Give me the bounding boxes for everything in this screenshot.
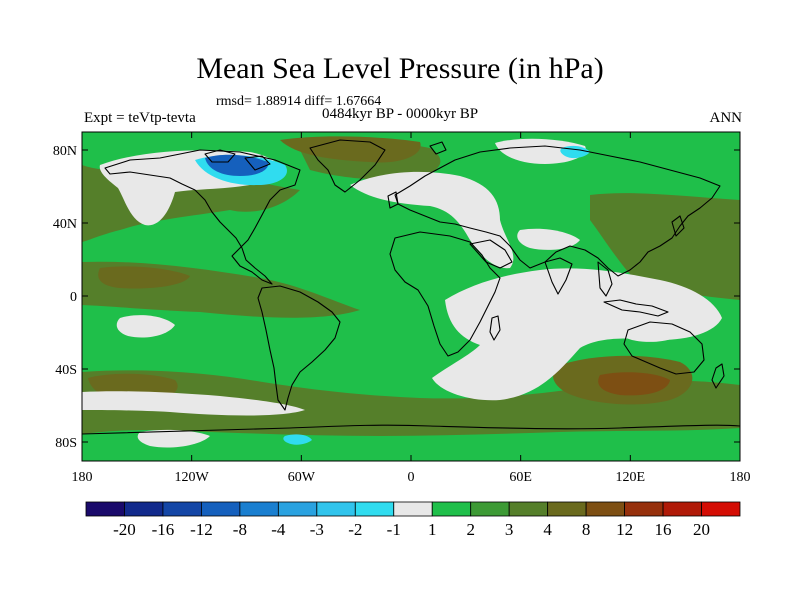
y-tick-label: 40S — [55, 363, 77, 378]
coastline-antarctica — [82, 424, 740, 435]
rmsd-diff-stats: rmsd= 1.88914 diff= 1.67664 — [216, 94, 382, 109]
period-label: 0484kyr BP - 0000kyr BP — [322, 106, 479, 122]
y-tick-label: 0 — [70, 290, 77, 305]
field-region-light — [82, 391, 305, 416]
field-cell-blue — [205, 154, 269, 176]
colorbar-label: 1 — [428, 520, 437, 539]
field-region-light — [517, 228, 580, 250]
x-tick-label: 60W — [288, 470, 316, 485]
coastline-new-zealand — [711, 363, 725, 389]
colorbar-swatch — [624, 501, 664, 517]
y-tick-label: 40N — [53, 217, 77, 232]
coastline-greenland — [309, 139, 386, 193]
field-region-light — [350, 171, 514, 269]
coastline-arabia — [469, 239, 513, 269]
colorbar-swatch — [239, 501, 279, 517]
colorbar-swatch — [431, 501, 472, 517]
y-tick-label: 80S — [55, 436, 77, 451]
coastline-eurasia — [394, 145, 721, 277]
x-tick-label: 180 — [730, 470, 751, 485]
coastline-uk — [387, 191, 399, 209]
coastlines — [82, 139, 740, 435]
field-cell-brown — [280, 136, 421, 163]
coastline-africa — [389, 231, 501, 357]
colorbar-label: 4 — [543, 520, 552, 539]
coastline-southeast-asia — [597, 261, 613, 297]
experiment-label: Expt = teVtp-tevta — [84, 110, 196, 126]
colorbar-swatch — [547, 501, 587, 517]
x-tick-label: 0 — [408, 470, 415, 485]
field-cell-brown — [98, 266, 190, 289]
colorbar-swatch — [470, 501, 510, 517]
map-field — [82, 132, 740, 461]
colorbar-label: -16 — [152, 520, 175, 539]
colorbar-swatch — [354, 501, 395, 517]
field-band-olive — [590, 193, 740, 300]
x-axis: 180 120W 60W 0 60E 120E 180 — [72, 132, 751, 485]
x-tick-label: 120E — [616, 470, 646, 485]
coastline-indonesia — [603, 299, 669, 317]
colorbar-label: 20 — [693, 520, 710, 539]
map-title: Mean Sea Level Pressure (in hPa) — [196, 52, 604, 85]
field-region-light — [495, 138, 586, 164]
colorbar-label: 8 — [582, 520, 591, 539]
coastline-arctic-islands — [204, 149, 236, 163]
coastline-madagascar — [489, 315, 501, 341]
colorbar-swatch — [277, 501, 318, 517]
field-cell-brown — [598, 372, 670, 396]
coastline-australia — [623, 321, 705, 375]
colorbar-label: 12 — [616, 520, 633, 539]
coastline-japan — [671, 215, 685, 237]
field-band-olive — [82, 370, 740, 436]
colorbar-swatch — [508, 501, 549, 517]
colorbar-swatch — [701, 501, 741, 517]
colorbar-swatch — [85, 501, 125, 517]
field-region-light — [137, 429, 210, 448]
colorbar-swatch — [585, 501, 625, 517]
colorbar-label: -4 — [271, 520, 286, 539]
coastline-india — [544, 257, 573, 295]
colorbar-label: -1 — [387, 520, 401, 539]
colorbar-swatch — [201, 501, 241, 517]
colorbar-label: 2 — [466, 520, 475, 539]
colorbar-label: -12 — [190, 520, 213, 539]
colorbar-swatch — [124, 501, 164, 517]
season-label: ANN — [709, 110, 743, 126]
colorbar-label: 3 — [505, 520, 514, 539]
colorbar-label: -20 — [113, 520, 136, 539]
coastline-south-america — [257, 285, 341, 411]
colorbar: -20 -16 -12 -8 -4 -3 -2 -1 1 2 3 4 8 12 16 20 — [85, 501, 741, 539]
colorbar-label: -8 — [233, 520, 247, 539]
coastline-svalbard — [429, 141, 447, 155]
coastline-arctic-islands — [244, 155, 271, 171]
x-tick-label: 120W — [175, 470, 210, 485]
colorbar-swatch — [316, 501, 356, 517]
x-tick-label: 180 — [72, 470, 93, 485]
colorbar-label: -2 — [348, 520, 362, 539]
field-region-light — [432, 268, 722, 401]
colorbar-swatch — [393, 501, 433, 517]
colorbar-label: 16 — [655, 520, 672, 539]
field-cell-cyan — [283, 434, 312, 445]
coastline-north-america — [104, 149, 301, 285]
colorbar-swatch — [662, 501, 702, 517]
colorbar-label: -3 — [310, 520, 324, 539]
y-tick-label: 80N — [53, 144, 77, 159]
field-region-light — [116, 315, 175, 338]
colorbar-swatch — [162, 501, 202, 517]
x-tick-label: 60E — [509, 470, 532, 485]
y-axis: 80N 40N 0 40S 80S — [53, 144, 740, 451]
